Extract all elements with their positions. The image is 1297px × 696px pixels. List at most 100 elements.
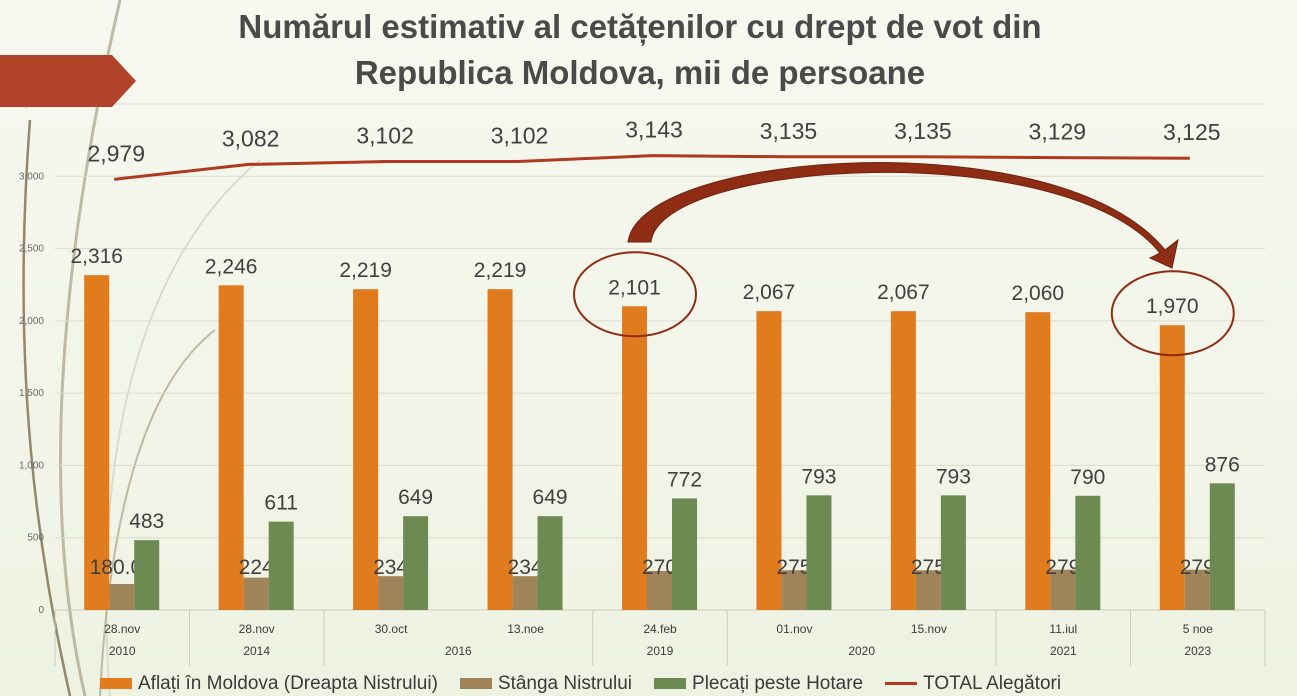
legend-label-plecati: Plecați peste Hotare bbox=[692, 672, 864, 694]
data-label-total: 3,143 bbox=[625, 117, 683, 143]
data-label-plecati: 772 bbox=[667, 468, 702, 491]
highlight-ellipse bbox=[573, 251, 697, 338]
data-label-total: 3,102 bbox=[491, 123, 549, 149]
bar-plecati bbox=[672, 498, 697, 610]
x-category-label: 01.nov bbox=[776, 622, 812, 636]
title-line-2: Republica Moldova, mii de persoane bbox=[354, 54, 926, 91]
y-tick-label: 1,000 bbox=[19, 460, 44, 471]
data-label-moldova: 2,101 bbox=[608, 276, 661, 299]
data-label-plecati: 793 bbox=[801, 465, 836, 488]
bar-stanga bbox=[109, 583, 135, 610]
data-label-moldova: 2,316 bbox=[70, 245, 123, 268]
bar-moldova bbox=[1025, 312, 1051, 610]
x-year-label: 2020 bbox=[848, 644, 875, 658]
bar-plecati bbox=[134, 540, 160, 610]
data-label-total: 3,125 bbox=[1163, 119, 1221, 145]
bar-stanga bbox=[647, 570, 672, 610]
decorative-ribbon bbox=[0, 55, 136, 107]
data-label-moldova: 2,067 bbox=[743, 281, 796, 304]
data-label-moldova: 2,219 bbox=[339, 259, 392, 282]
bar-stanga bbox=[1184, 569, 1210, 610]
bar-moldova bbox=[890, 311, 916, 610]
data-label-plecati: 611 bbox=[264, 492, 297, 515]
bar-stanga bbox=[243, 577, 269, 610]
legend-label-total: TOTAL Alegători bbox=[923, 672, 1062, 694]
bar-moldova bbox=[756, 311, 782, 610]
data-label-stanga: 234 bbox=[508, 556, 543, 579]
x-year-label: 2014 bbox=[243, 644, 270, 658]
decor-curve-4 bbox=[99, 329, 216, 696]
x-year-label: 2016 bbox=[445, 644, 472, 658]
data-label-plecati: 876 bbox=[1205, 453, 1240, 476]
y-tick-label: 0 bbox=[38, 605, 44, 616]
data-label-total: 3,082 bbox=[222, 125, 280, 151]
line-total bbox=[114, 154, 1190, 181]
bar-plecati bbox=[537, 516, 563, 610]
data-label-stanga: 275 bbox=[776, 556, 811, 579]
data-label-plecati: 793 bbox=[936, 465, 971, 488]
data-label-stanga: 270 bbox=[642, 556, 677, 579]
legend-item-stanga: Stânga Nistrului bbox=[459, 672, 633, 695]
data-label-plecati: 790 bbox=[1070, 466, 1105, 489]
x-category-label: 28.nov bbox=[239, 622, 275, 636]
bar-stanga bbox=[512, 576, 538, 610]
data-label-total: 2,979 bbox=[87, 140, 145, 166]
y-tick-label: 3,000 bbox=[19, 171, 44, 182]
data-label-moldova: 1,970 bbox=[1146, 295, 1199, 318]
bar-plecati bbox=[403, 516, 429, 610]
data-label-total: 3,135 bbox=[760, 118, 818, 144]
bar-plecati bbox=[806, 495, 832, 610]
highlight-arrow bbox=[627, 162, 1179, 269]
data-label-total: 3,135 bbox=[894, 118, 952, 144]
legend-swatch-stanga bbox=[459, 678, 492, 689]
data-label-stanga: 224 bbox=[239, 556, 274, 579]
data-label-total: 3,102 bbox=[356, 123, 414, 149]
y-tick-label: 2,500 bbox=[19, 244, 44, 255]
data-label-moldova: 2,219 bbox=[474, 259, 527, 282]
legend-item-moldova: Aflați în Moldova (Dreapta Nistrului) bbox=[100, 673, 438, 695]
x-category-label: 11.iul bbox=[1049, 622, 1077, 636]
bar-plecati bbox=[940, 495, 966, 610]
data-label-plecati: 649 bbox=[533, 486, 568, 509]
legend-swatch-plecati bbox=[654, 678, 687, 689]
x-category-label: 5 noe bbox=[1183, 622, 1213, 636]
bar-plecati bbox=[1209, 483, 1235, 610]
bar-stanga bbox=[915, 570, 941, 610]
bar-plecati bbox=[268, 521, 294, 610]
legend: Aflați în Moldova (Dreapta Nistrului) St… bbox=[100, 671, 1290, 696]
bar-plecati bbox=[1075, 495, 1101, 610]
legend-label-moldova: Aflați în Moldova (Dreapta Nistrului) bbox=[138, 672, 438, 694]
data-label-stanga: 275 bbox=[911, 556, 946, 579]
y-tick-label: 1,500 bbox=[19, 388, 44, 399]
bar-stanga bbox=[378, 576, 404, 610]
legend-swatch-moldova bbox=[100, 678, 132, 689]
data-label-plecati: 649 bbox=[398, 486, 433, 509]
x-category-label: 13.noe bbox=[507, 622, 544, 636]
bar-moldova bbox=[1159, 325, 1185, 610]
data-label-total: 3,129 bbox=[1029, 119, 1087, 145]
title-line-1: Numărul estimativ al cetățenilor cu drep… bbox=[238, 8, 1042, 45]
data-label-stanga: 279 bbox=[1045, 556, 1080, 579]
data-label-stanga: 279 bbox=[1180, 556, 1215, 579]
data-label-moldova: 2,246 bbox=[205, 255, 258, 278]
legend-swatch-total bbox=[885, 682, 918, 685]
legend-item-total: TOTAL Alegători bbox=[885, 673, 1061, 695]
legend-item-plecati: Plecați peste Hotare bbox=[654, 673, 863, 695]
bar-moldova bbox=[487, 289, 513, 610]
decor-curve-2 bbox=[22, 119, 72, 696]
data-label-plecati: 483 bbox=[129, 510, 164, 533]
highlight-ellipse bbox=[1110, 270, 1235, 357]
data-label-stanga: 234 bbox=[373, 556, 408, 579]
bar-moldova bbox=[622, 306, 647, 610]
x-category-label: 28.nov bbox=[104, 622, 140, 636]
bar-stanga bbox=[781, 570, 807, 610]
x-year-label: 2010 bbox=[109, 644, 136, 658]
bar-moldova bbox=[84, 275, 110, 610]
y-tick-label: 500 bbox=[27, 533, 44, 544]
bar-moldova bbox=[218, 285, 244, 610]
data-label-moldova: 2,060 bbox=[1012, 282, 1065, 305]
x-category-label: 15.nov bbox=[911, 622, 947, 636]
x-year-label: 2019 bbox=[647, 644, 674, 658]
legend-label-stanga: Stânga Nistrului bbox=[497, 672, 633, 694]
